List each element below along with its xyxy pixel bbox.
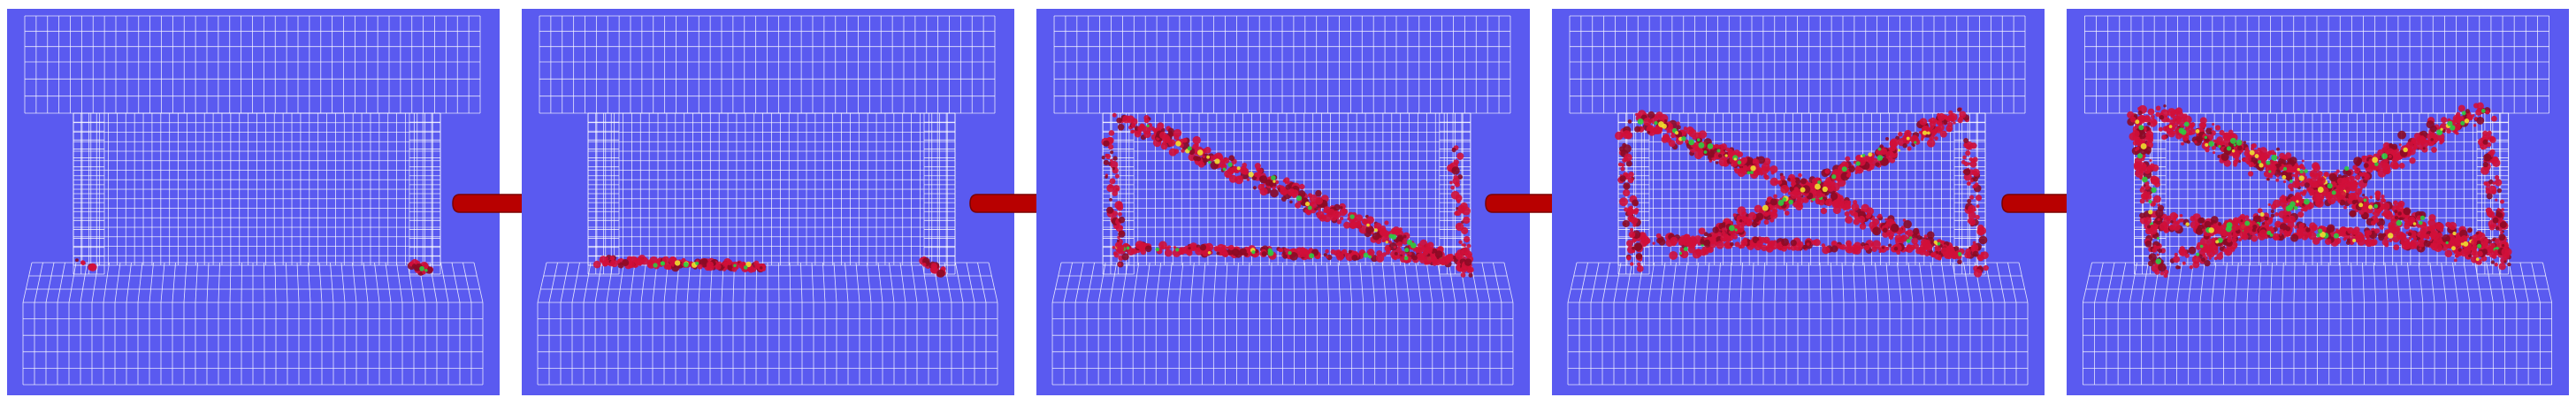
wall-model: [1051, 15, 1514, 386]
top-slab-mesh: [539, 15, 996, 114]
damage-zone: [407, 258, 434, 276]
right-column-mesh: [923, 112, 956, 275]
base-slab-mesh: [537, 262, 998, 386]
mesh-view-step-1: [22, 15, 484, 386]
top-slab-mesh: [1053, 15, 1511, 114]
damage-zone: [75, 258, 97, 271]
left-column-mesh: [587, 112, 620, 275]
simulation-panel-step-5: [2067, 9, 2569, 395]
damage-zone: [1101, 130, 1129, 268]
mesh-view-step-4: [1567, 15, 2029, 386]
damage-zone: [2478, 130, 2512, 271]
base-slab-mesh: [22, 262, 484, 386]
base-slab-mesh: [1567, 262, 2029, 386]
simulation-panel-step-4: [1552, 9, 2045, 395]
damage-zone: [1447, 145, 1474, 278]
right-column-mesh: [409, 112, 441, 275]
damage-zone: [2127, 110, 2169, 279]
simulation-panel-step-3: [1036, 9, 1530, 395]
simulation-panel-step-2: [522, 9, 1014, 395]
base-slab-mesh: [1051, 262, 1514, 386]
top-slab-mesh: [1569, 15, 2026, 114]
damage-zone: [2139, 211, 2509, 258]
damage-zone: [1112, 112, 1452, 268]
damage-zone: [919, 256, 946, 278]
damage-zone: [592, 255, 767, 273]
wall-model: [22, 15, 484, 386]
wall-web-mesh: [587, 112, 956, 266]
damage-zone: [2169, 102, 2497, 270]
wall-model: [1567, 15, 2029, 386]
damage-zone: [1961, 138, 1989, 278]
damage-zone: [1614, 126, 1644, 272]
wall-web-mesh: [73, 112, 441, 266]
damage-zone: [1630, 232, 1982, 260]
wall-model: [2082, 15, 2553, 386]
wall-model: [537, 15, 998, 386]
mesh-view-step-3: [1051, 15, 1514, 386]
mesh-view-step-2: [537, 15, 998, 386]
mesh-view-step-5: [2082, 15, 2553, 386]
simulation-panel-step-1: [7, 9, 500, 395]
top-slab-mesh: [24, 15, 481, 114]
base-slab-mesh: [2082, 262, 2553, 386]
top-slab-mesh: [2083, 15, 2549, 114]
left-column-mesh: [73, 112, 105, 275]
